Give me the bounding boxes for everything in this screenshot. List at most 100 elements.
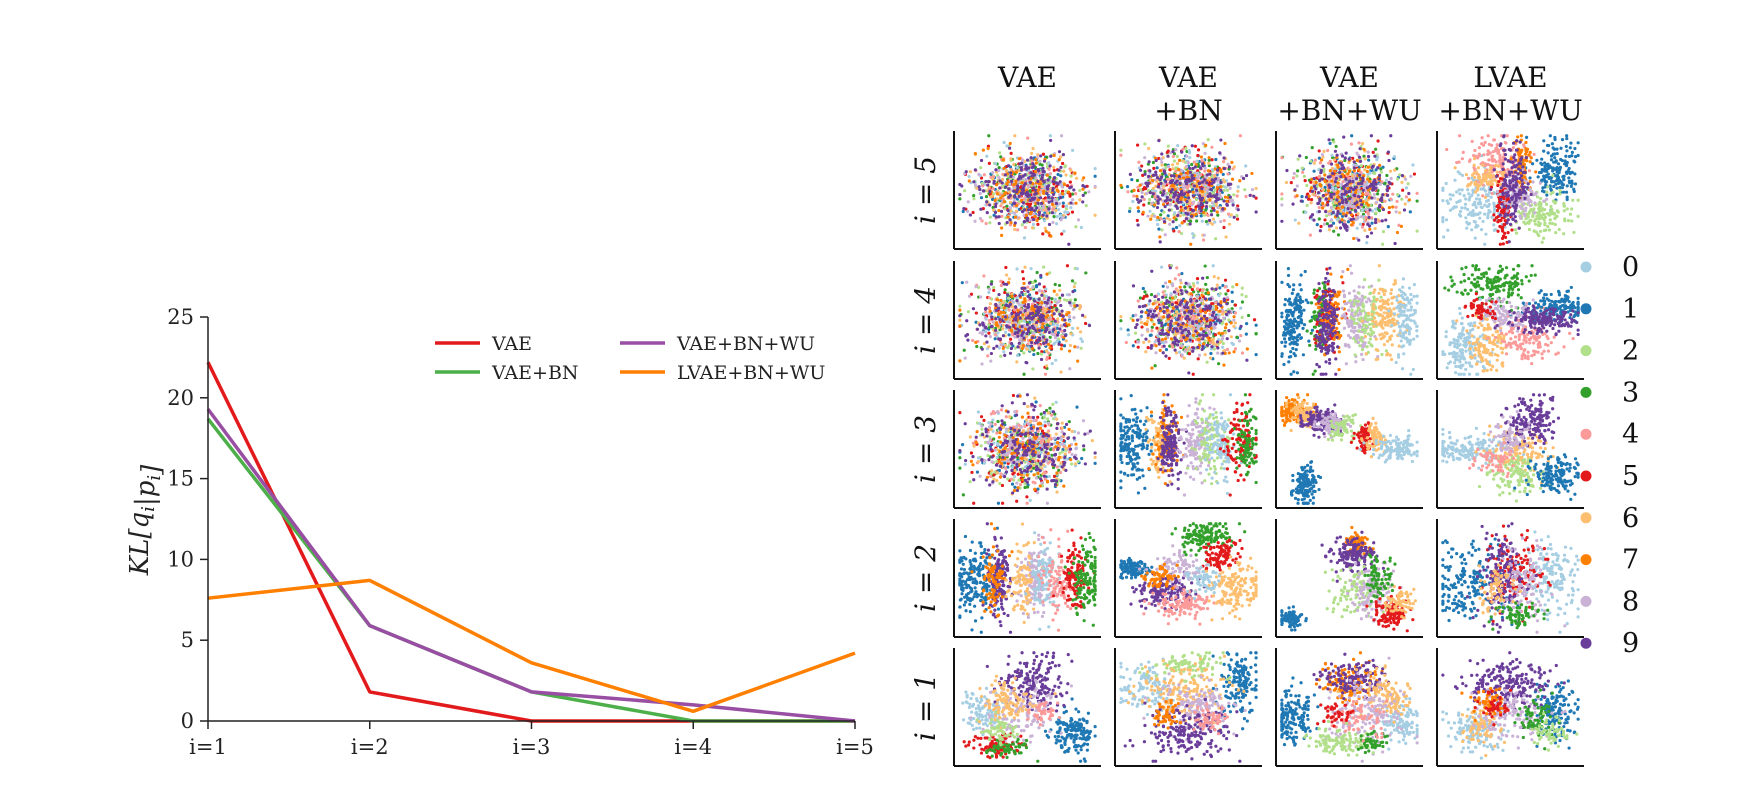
scatter-point <box>1196 153 1200 158</box>
scatter-point <box>1441 220 1445 224</box>
scatter-point <box>1293 218 1297 222</box>
scatter-point <box>1531 180 1535 184</box>
scatter-point <box>1474 197 1479 201</box>
scatter-point <box>1236 189 1240 193</box>
scatter-point <box>1045 191 1049 196</box>
scatter-point <box>1480 205 1484 210</box>
scatter-point <box>1364 215 1368 220</box>
scatter-point <box>1355 177 1359 181</box>
scatter-point <box>1052 176 1056 180</box>
scatter-point <box>993 161 997 166</box>
scatter-point <box>1544 173 1549 177</box>
scatter-point <box>1558 189 1562 193</box>
scatter-point <box>1315 223 1319 227</box>
scatter-point <box>1328 185 1332 190</box>
scatter-point <box>1517 210 1521 214</box>
scatter-point <box>1331 188 1335 193</box>
scatter-point <box>1007 187 1011 191</box>
scatter-point <box>960 281 964 285</box>
scatter-point <box>1064 207 1069 211</box>
scatter-point <box>1400 180 1404 184</box>
scatter-point <box>1015 190 1019 194</box>
scatter-point <box>1015 353 1020 358</box>
scatter-point <box>1500 202 1504 206</box>
scatter-point <box>1381 193 1385 197</box>
scatter-point <box>1341 212 1346 216</box>
scatter-point <box>1300 166 1304 170</box>
scatter-point <box>1229 213 1233 217</box>
scatter-point <box>1280 192 1284 196</box>
scatter-point <box>1064 339 1068 343</box>
scatter-point <box>1074 176 1079 180</box>
scatter-point <box>1158 235 1162 239</box>
scatter-point <box>1527 227 1532 232</box>
scatter-point <box>1047 342 1051 346</box>
scatter-point <box>1171 184 1176 188</box>
scatter-point <box>1069 185 1073 189</box>
scatter-point <box>1160 160 1164 164</box>
scatter-point <box>1206 138 1210 142</box>
scatter-point <box>1005 169 1009 173</box>
scatter-point <box>1041 206 1045 210</box>
scatter-point <box>1048 322 1053 326</box>
scatter-point <box>1352 236 1356 241</box>
scatter-point <box>1568 146 1572 150</box>
scatter-point <box>1162 210 1166 214</box>
scatter-point <box>1471 213 1475 217</box>
scatter-point <box>1334 186 1338 190</box>
scatter-point <box>1199 155 1204 159</box>
scatter-point <box>1014 179 1018 183</box>
scatter-point <box>1012 201 1016 205</box>
scatter-point <box>975 186 979 190</box>
scatter-point <box>1039 201 1044 205</box>
scatter-point <box>1036 351 1040 356</box>
scatter-point <box>1132 188 1136 192</box>
scatter-point <box>1348 210 1352 215</box>
scatter-point <box>1498 219 1502 223</box>
scatter-point <box>1358 159 1363 164</box>
scatter-point <box>1335 153 1339 157</box>
scatter-point <box>1565 136 1569 141</box>
scatter-point <box>1003 288 1007 292</box>
scatter-point <box>1324 210 1328 214</box>
scatter-point <box>1368 171 1372 175</box>
scatter-point <box>1318 197 1322 201</box>
scatter-point <box>1058 288 1062 293</box>
scatter-point <box>1138 168 1143 172</box>
scatter-point <box>1329 218 1334 222</box>
scatter-point <box>1027 176 1031 180</box>
scatter-point <box>1222 199 1226 203</box>
scatter-point <box>1565 184 1569 188</box>
scatter-point <box>1033 192 1037 196</box>
scatter-point <box>1502 205 1506 209</box>
scatter-point <box>1046 211 1050 215</box>
scatter-point <box>1024 214 1029 218</box>
scatter-point <box>1038 196 1043 200</box>
scatter-point <box>958 182 962 187</box>
scatter-point <box>1035 206 1039 210</box>
scatter-point <box>988 302 993 306</box>
scatter-point <box>1444 218 1449 222</box>
scatter-point <box>1359 170 1363 174</box>
scatter-point <box>1052 168 1056 172</box>
scatter-point <box>1165 198 1169 202</box>
scatter-point <box>1359 164 1363 168</box>
scatter-point <box>1219 219 1223 224</box>
scatter-point <box>1013 211 1017 215</box>
scatter-panel <box>1114 131 1262 250</box>
y-axis-label: KL[qi|pi] <box>125 464 167 576</box>
scatter-point <box>978 187 982 192</box>
scatter-point <box>1210 145 1214 149</box>
scatter-point <box>1168 198 1172 202</box>
scatter-point <box>1071 198 1075 202</box>
scatter-point <box>1054 201 1059 206</box>
scatter-point <box>1490 182 1495 186</box>
scatter-point <box>1038 171 1042 175</box>
scatter-point <box>1215 192 1219 197</box>
scatter-point <box>1348 179 1352 183</box>
scatter-point <box>1520 182 1525 186</box>
scatter-point <box>984 310 988 314</box>
scatter-point <box>1353 208 1358 212</box>
scatter-point <box>1481 143 1486 147</box>
